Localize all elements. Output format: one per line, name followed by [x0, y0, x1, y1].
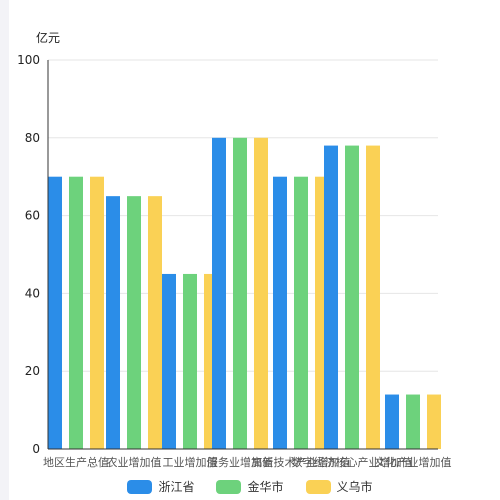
legend-item-1[interactable]: 浙江省 [127, 478, 194, 495]
legend-label: 义乌市 [336, 480, 373, 494]
x-category-label: 工业增加值 [163, 455, 218, 469]
bar-2-3 [183, 273, 197, 449]
bar-3-2 [148, 196, 162, 449]
x-category-label: 地区生产总值 [43, 455, 109, 469]
bar-2-6 [345, 145, 359, 449]
bar-3-4 [254, 137, 268, 450]
bar-1-7 [385, 394, 399, 449]
legend-label: 浙江省 [158, 480, 195, 494]
x-category-label: 农业增加值 [107, 455, 162, 469]
x-category-label: 文化产业增加值 [375, 455, 452, 469]
legend-swatch [216, 479, 242, 494]
y-unit-label: 亿元 [36, 30, 60, 45]
bar-1-4 [212, 137, 226, 450]
bar-2-2 [127, 196, 141, 449]
bar-1-6 [324, 145, 338, 449]
y-tick-label: 40 [25, 286, 40, 300]
bar-1-1 [48, 176, 62, 449]
bar-1-3 [162, 273, 176, 449]
bar-2-1 [69, 176, 83, 449]
bars [48, 137, 441, 450]
bar-2-7 [406, 394, 420, 449]
legend-label: 金华市 [247, 480, 284, 494]
left-edge-strip [0, 0, 9, 500]
legend: 浙江省 金华市 义乌市 [0, 478, 500, 495]
bar-2-4 [233, 137, 247, 450]
legend-swatch [305, 479, 331, 494]
y-tick-label: 80 [25, 131, 40, 145]
bar-3-6 [366, 145, 380, 449]
x-category-label: 服务业增加值 [207, 455, 273, 469]
legend-item-3[interactable]: 义乌市 [305, 478, 373, 495]
legend-item-2[interactable]: 金华市 [216, 478, 284, 495]
legend-swatch [127, 479, 153, 494]
x-category-label: 数字经济核心产业增加值 [292, 455, 413, 469]
y-tick-label: 0 [32, 442, 40, 456]
bar-1-5 [273, 176, 287, 449]
y-tick-label: 60 [25, 209, 40, 223]
y-tick-label: 20 [25, 364, 40, 378]
y-tick-label: 100 [17, 53, 40, 67]
bar-3-1 [90, 176, 104, 449]
x-category-label: 高新技术产业增加值 [252, 455, 351, 469]
bar-3-7 [427, 394, 441, 449]
bar-2-5 [294, 176, 308, 449]
bar-1-2 [106, 196, 120, 449]
